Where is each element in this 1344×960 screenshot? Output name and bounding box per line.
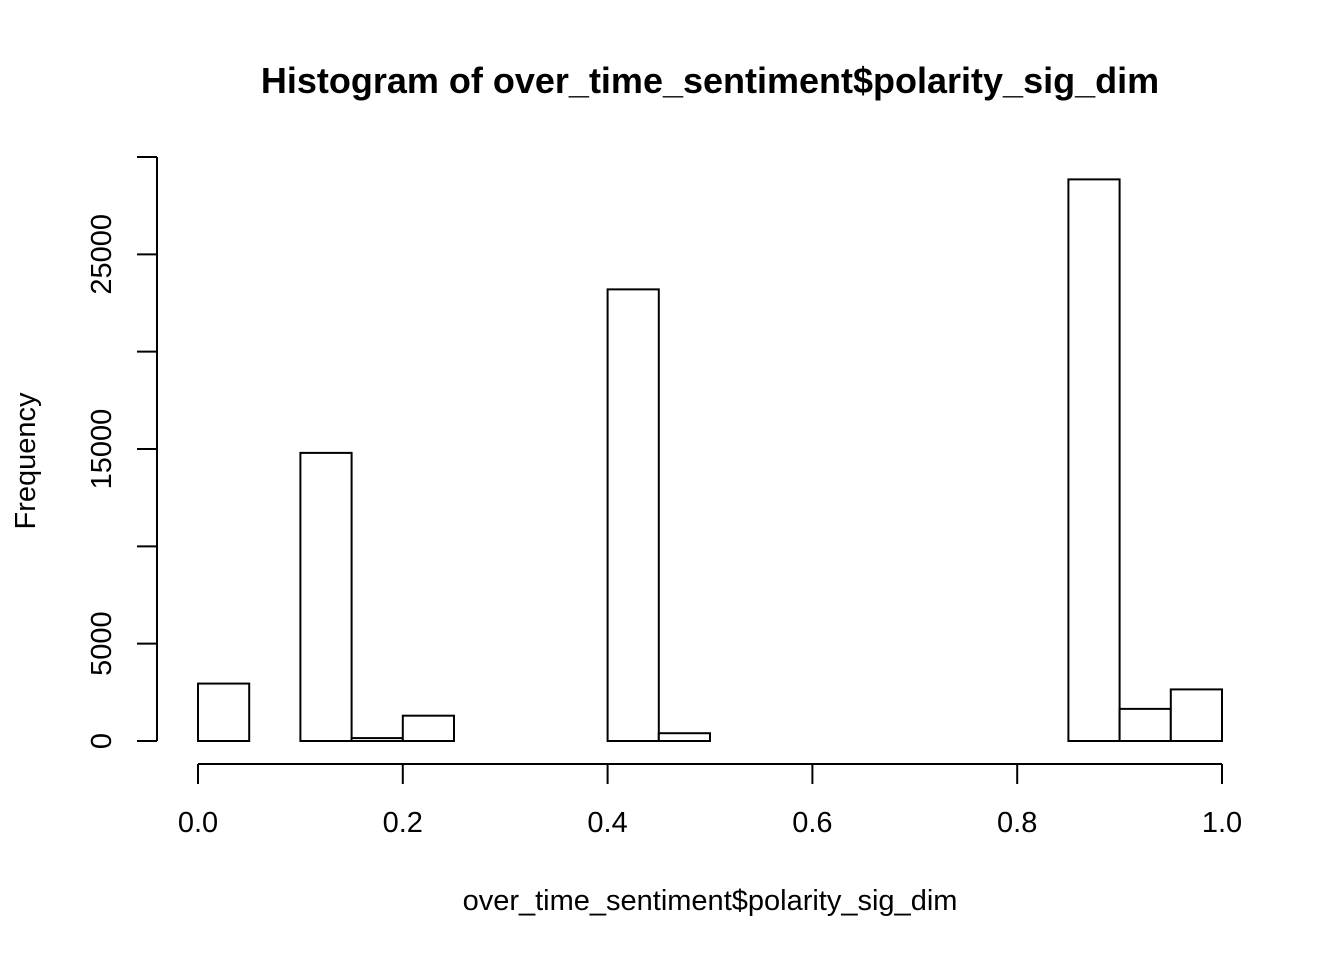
bars-group [197, 178, 1224, 743]
x-tick-label: 0.6 [792, 807, 832, 839]
chart-title: Histogram of over_time_sentiment$polarit… [261, 60, 1159, 101]
y-axis: 0 5000 15000 25000 [86, 156, 158, 749]
x-tick-label: 0.2 [383, 807, 423, 839]
x-axis-label: over_time_sentiment$polarity_sig_dim [463, 885, 958, 917]
y-tick-label: 5000 [86, 611, 118, 676]
y-tick-label: 15000 [86, 409, 118, 490]
histogram-bar-3 [350, 737, 404, 743]
histogram-bar-18 [1118, 707, 1172, 743]
x-tick-label: 0.0 [178, 807, 218, 839]
histogram-bar-8 [606, 288, 660, 742]
histogram-bar-17 [1067, 178, 1121, 743]
x-axis: 0.0 0.2 0.4 0.6 0.8 1.0 [178, 763, 1242, 839]
x-tick-label: 0.8 [997, 807, 1037, 839]
histogram-bar-9 [657, 732, 711, 742]
histogram-bar-19 [1169, 688, 1224, 742]
y-axis-label: Frequency [10, 392, 42, 530]
histogram-bar-4 [401, 714, 455, 743]
x-tick-label: 1.0 [1202, 807, 1242, 839]
y-tick-label: 25000 [86, 214, 118, 295]
x-tick-label: 0.4 [587, 807, 627, 839]
histogram-bar-2 [299, 451, 353, 742]
y-tick-label: 0 [86, 733, 118, 749]
histogram-bar-0 [197, 682, 251, 742]
